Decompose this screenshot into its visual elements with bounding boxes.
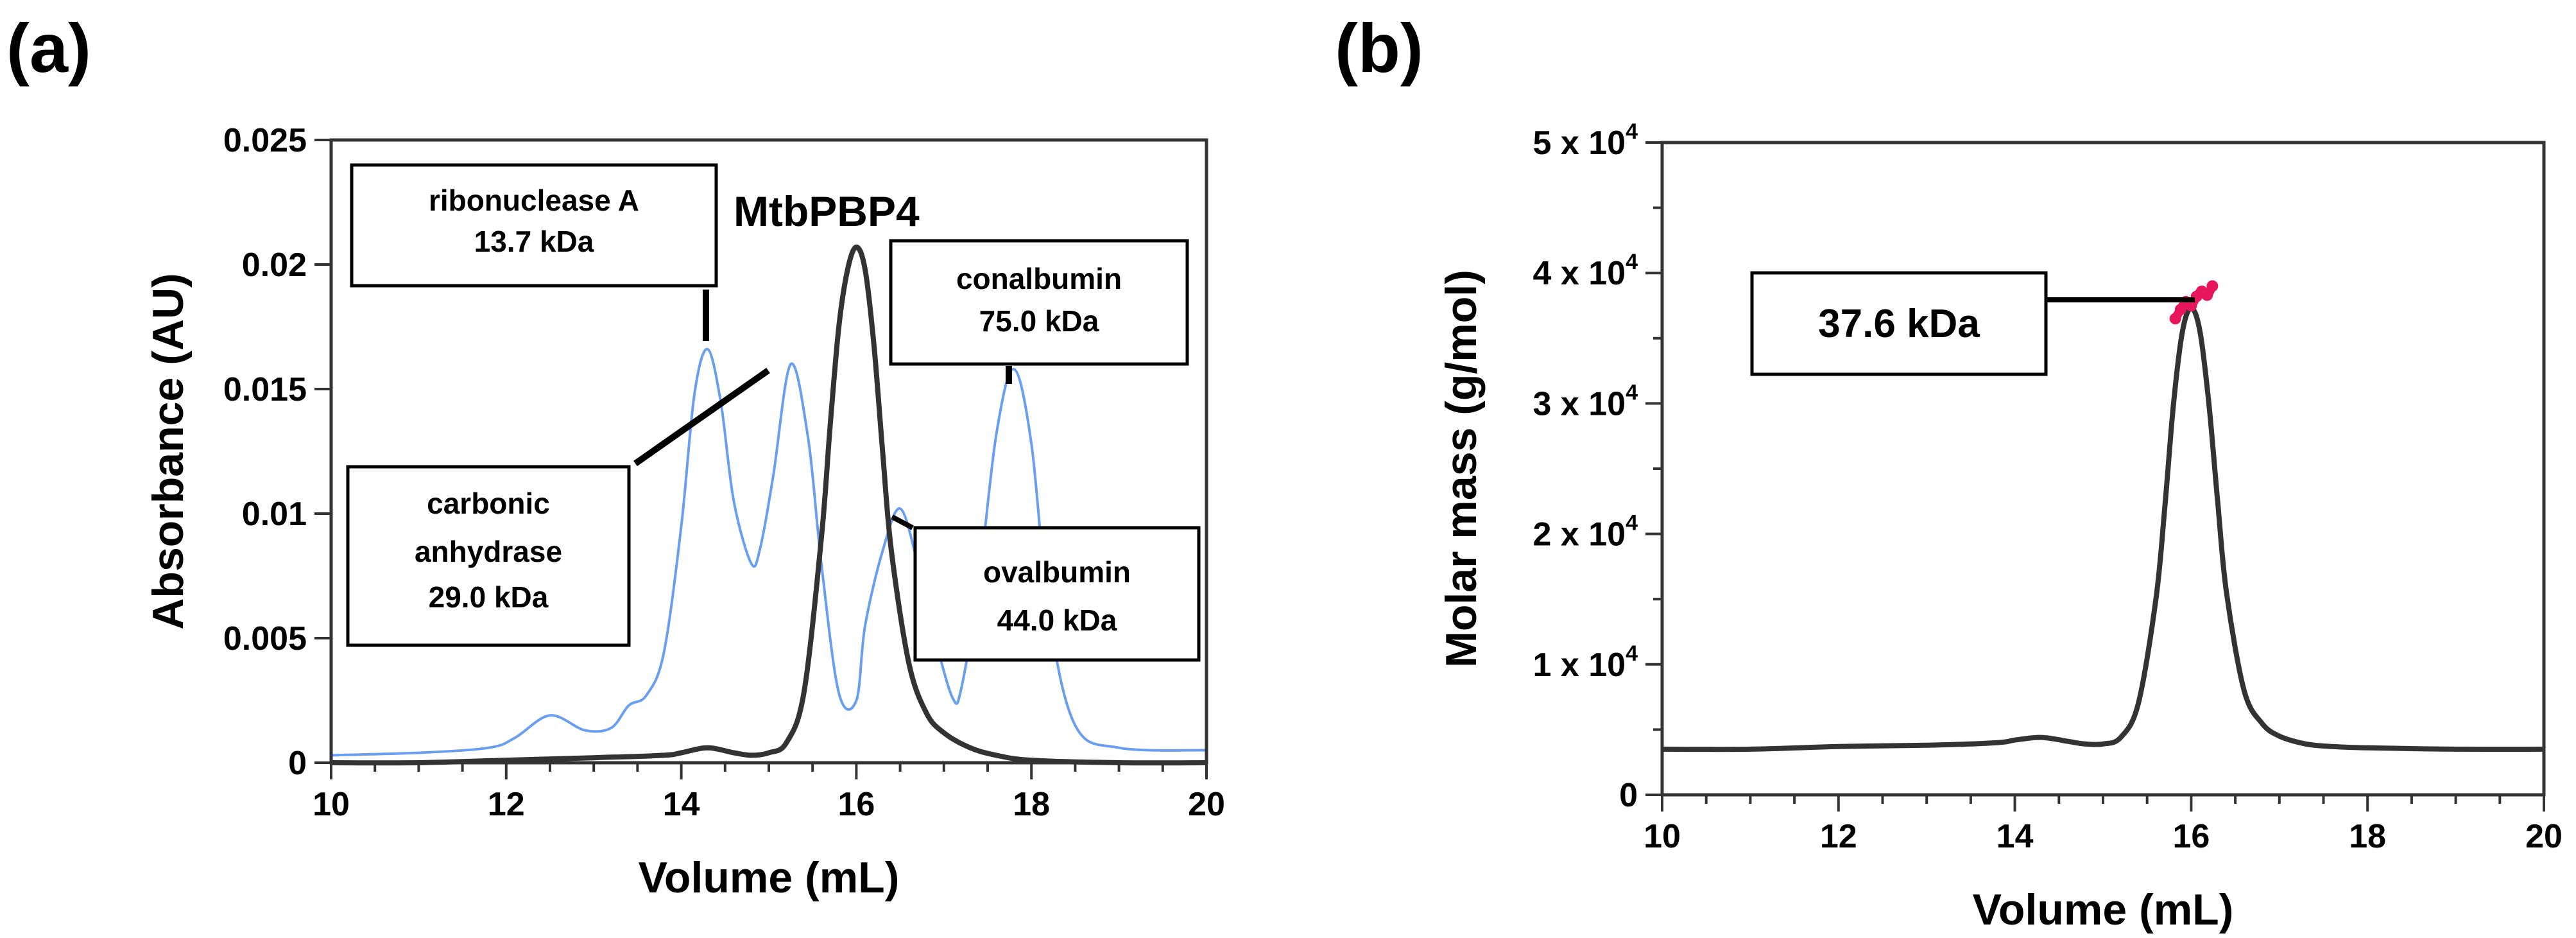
chart-b-x-tick-label: 20 <box>2525 818 2563 855</box>
annotation-molar-mass-label: 37.6 kDa <box>1818 302 1980 346</box>
chart-a-x-tick-label: 16 <box>837 786 875 823</box>
chart-b-series-1-point-3 <box>2185 300 2197 311</box>
chart-b-x-tick-label: 14 <box>1996 818 2034 855</box>
chart-b-y-tick-label: 2 x 104 <box>1533 511 1638 553</box>
annotation-ribonuclease-line2: 13.7 kDa <box>474 225 594 258</box>
chart-b-x-tick-label: 16 <box>2172 818 2210 855</box>
annotation-carbonic-box <box>346 465 631 647</box>
chart-a: 10 12 14 16 18 20 0 0.005 0.01 0.015 0.02 0.025 Vol… <box>144 122 1225 902</box>
chart-b-y-tick-label: 1 x 104 <box>1533 641 1638 684</box>
annotation-mtbpbp4: MtbPBP4 <box>734 187 920 235</box>
chart-a-x-tick-label: 12 <box>488 786 525 823</box>
annotation-ovalbumin-line2: 44.0 kDa <box>997 604 1117 637</box>
chart-a-y-tick-label: 0.015 <box>223 371 307 408</box>
chart-b-y-tick-label: 5 x 104 <box>1533 119 1638 162</box>
chart-b-y-tick-label: 0 <box>1619 777 1638 814</box>
chart-b-y-axis-title: Molar mass (g/mol) <box>1437 270 1486 668</box>
chart-a-x-tick-label: 18 <box>1013 786 1050 823</box>
annotation-conalbumin-line1: conalbumin <box>956 262 1122 295</box>
chart-b-series-1-point-6 <box>2201 289 2213 301</box>
chart-a-y-tick-label: 0.005 <box>223 620 307 657</box>
chart-b-series-1-point-0 <box>2169 313 2181 325</box>
chart-b-x-tick-label: 12 <box>1820 818 1857 855</box>
chart-a-y-tick-label: 0 <box>288 745 307 782</box>
chart-b-series-0-line <box>1662 306 2545 752</box>
chart-a-y-tick-label: 0.01 <box>242 496 307 533</box>
chart-a-x-tick-label: 14 <box>663 786 700 823</box>
chart-a-x-axis-title: Volume (mL) <box>639 853 900 902</box>
chart-a-x-tick-label: 10 <box>313 786 350 823</box>
annotation-ribonuclease-box <box>350 163 718 288</box>
chart-b-y-tick-label: 4 x 104 <box>1533 250 1638 292</box>
chart-b-plot-frame <box>1660 141 2546 797</box>
leader-carbonic <box>633 367 770 467</box>
annotation-carbonic-line1: carbonic <box>427 487 550 520</box>
annotation-carbonic-line2: anhydrase <box>415 535 562 568</box>
annotation-ovalbumin-box <box>913 526 1201 662</box>
annotation-conalbumin-line2: 75.0 kDa <box>979 304 1099 338</box>
chart-b-y-tick-label: 3 x 104 <box>1533 380 1638 422</box>
chart-a-series-0-line <box>331 347 1207 757</box>
chart-a-y-tick-label: 0.025 <box>223 122 307 159</box>
annotation-ovalbumin-line1: ovalbumin <box>983 555 1131 589</box>
annotation-carbonic-line3: 29.0 kDa <box>429 580 549 614</box>
panel-a-label: (a) <box>6 9 91 87</box>
chart-b-x-axis-title: Volume (mL) <box>1973 885 2234 934</box>
chart-b-x-tick-label: 10 <box>1644 818 1681 855</box>
panel-b-label: (b) <box>1335 9 1423 87</box>
chart-a-x-tick-label: 20 <box>1188 786 1225 823</box>
chart-b-series-1-point-7 <box>2206 280 2219 292</box>
annotation-conalbumin-box <box>889 239 1189 366</box>
annotation-molar-mass-box <box>1750 271 2048 376</box>
chart-a-y-tick-label: 0.02 <box>242 247 307 284</box>
leader-ovalbumin <box>891 514 914 530</box>
chart-b: 10 12 14 16 18 20 0 1 x 104 2 x 104 3 x 104 4 x 10… <box>1437 119 2563 934</box>
chart-a-y-axis-title: Absorbance (AU) <box>144 273 193 629</box>
chart-a-series-1-line <box>331 244 1207 766</box>
chart-b-x-tick-label: 18 <box>2349 818 2386 855</box>
annotation-ribonuclease-line1: ribonuclease A <box>429 184 639 217</box>
